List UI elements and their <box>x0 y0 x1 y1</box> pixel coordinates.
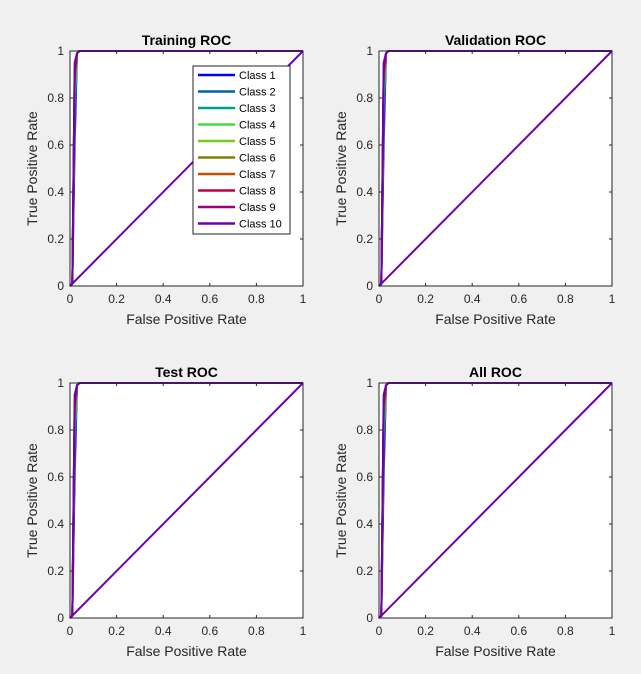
y-tick-label: 0.8 <box>356 91 373 105</box>
x-tick-label: 0.4 <box>464 624 481 638</box>
y-tick-label: 0.6 <box>47 470 64 484</box>
y-tick-label: 0 <box>366 611 373 625</box>
roc-panel-0: Training ROC 0 0.2 0.4 0.6 0.8 1 0 0.2 0.4 0.6 0.8 1… <box>24 32 307 327</box>
y-tick-label: 1 <box>366 376 373 390</box>
legend-entry-label: Class 6 <box>239 153 276 165</box>
x-tick-label: 0.4 <box>155 624 172 638</box>
y-tick-label: 0.2 <box>47 232 64 246</box>
x-tick-label: 0.6 <box>201 292 218 306</box>
legend-entry-label: Class 4 <box>239 120 276 132</box>
x-tick-label: 0.2 <box>108 292 125 306</box>
axes-frame <box>378 50 613 287</box>
x-tick-label: 0.8 <box>557 292 574 306</box>
x-tick-label: 1 <box>300 624 307 638</box>
legend-entry-label: Class 10 <box>239 219 282 231</box>
x-axis-label: False Positive Rate <box>126 643 247 659</box>
legend-entry-label: Class 5 <box>239 136 276 148</box>
y-tick-label: 0.2 <box>356 564 373 578</box>
y-tick-label: 0.8 <box>47 423 64 437</box>
y-tick-label: 0.6 <box>47 138 64 152</box>
panel-title: Training ROC <box>142 32 231 48</box>
roc-panel-1: Validation ROC 0 0.2 0.4 0.6 0.8 1 0 0.2 0.4 0.6 0.… <box>333 32 616 327</box>
legend-entry-label: Class 1 <box>239 70 276 82</box>
panel-title: All ROC <box>469 364 522 380</box>
legend-entry-label: Class 7 <box>239 169 276 181</box>
y-tick-label: 1 <box>57 376 64 390</box>
y-axis-label: True Positive Rate <box>24 111 40 226</box>
diagonal-line <box>378 382 613 619</box>
y-axis-label: True Positive Rate <box>333 111 349 226</box>
axes-frame <box>69 382 304 619</box>
x-tick-label: 0.6 <box>201 624 218 638</box>
x-tick-label: 0.8 <box>557 624 574 638</box>
y-tick-label: 0.4 <box>356 517 373 531</box>
x-tick-label: 0.2 <box>108 624 125 638</box>
roc-panel-2: Test ROC 0 0.2 0.4 0.6 0.8 1 0 0.2 0.4 0.6 0.8 1 Fals… <box>24 364 307 659</box>
x-tick-label: 0.4 <box>155 292 172 306</box>
y-tick-label: 0.8 <box>47 91 64 105</box>
x-tick-label: 0.4 <box>464 292 481 306</box>
panel-title: Test ROC <box>155 364 218 380</box>
legend-entry-label: Class 3 <box>239 103 276 115</box>
y-tick-label: 1 <box>366 44 373 58</box>
y-tick-label: 0.6 <box>356 138 373 152</box>
legend-entry-label: Class 9 <box>239 202 276 214</box>
legend-entry-label: Class 8 <box>239 186 276 198</box>
x-tick-label: 0.2 <box>417 292 434 306</box>
x-tick-label: 0 <box>376 292 383 306</box>
axes-frame <box>378 382 613 619</box>
x-tick-label: 0 <box>67 292 74 306</box>
y-tick-label: 0 <box>57 611 64 625</box>
x-axis-label: False Positive Rate <box>126 311 247 327</box>
x-axis-label: False Positive Rate <box>435 311 556 327</box>
y-tick-label: 1 <box>57 44 64 58</box>
diagonal-line <box>69 382 304 619</box>
y-tick-label: 0 <box>366 279 373 293</box>
x-tick-label: 1 <box>300 292 307 306</box>
legend-entry-label: Class 2 <box>239 87 276 99</box>
x-tick-label: 1 <box>609 624 616 638</box>
x-tick-label: 0.8 <box>248 292 265 306</box>
axes-frame <box>69 50 304 287</box>
legend: Class 1 Class 2 Class 3 Class 4 Class 5 Class… <box>192 65 291 235</box>
x-tick-label: 0 <box>67 624 74 638</box>
y-axis-label: True Positive Rate <box>333 443 349 558</box>
y-axis-label: True Positive Rate <box>24 443 40 558</box>
y-tick-label: 0.4 <box>47 517 64 531</box>
x-tick-label: 1 <box>609 292 616 306</box>
y-tick-label: 0.4 <box>356 185 373 199</box>
y-tick-label: 0 <box>57 279 64 293</box>
x-tick-label: 0.8 <box>248 624 265 638</box>
x-tick-label: 0.6 <box>510 292 527 306</box>
roc-panel-3: All ROC 0 0.2 0.4 0.6 0.8 1 0 0.2 0.4 0.6 0.8 1 False… <box>333 364 616 659</box>
y-tick-label: 0.6 <box>356 470 373 484</box>
x-tick-label: 0.2 <box>417 624 434 638</box>
x-tick-label: 0.6 <box>510 624 527 638</box>
y-tick-label: 0.4 <box>47 185 64 199</box>
y-tick-label: 0.2 <box>356 232 373 246</box>
x-tick-label: 0 <box>376 624 383 638</box>
diagonal-line <box>378 50 613 287</box>
x-axis-label: False Positive Rate <box>435 643 556 659</box>
y-tick-label: 0.8 <box>356 423 373 437</box>
y-tick-label: 0.2 <box>47 564 64 578</box>
panel-title: Validation ROC <box>445 32 546 48</box>
